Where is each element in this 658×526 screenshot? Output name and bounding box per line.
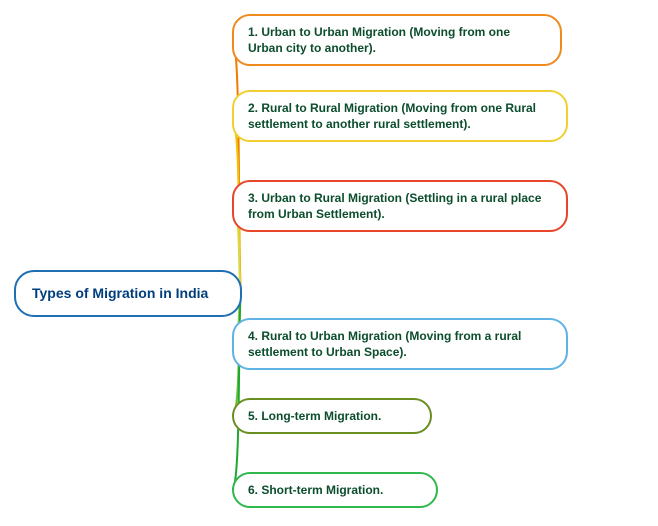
child-node-4: 5. Long-term Migration.	[232, 398, 432, 434]
child-node-2: 2. Rural to Rural Migration (Moving from…	[232, 90, 568, 142]
connector-layer	[0, 0, 658, 526]
root-node: Types of Migration in India	[14, 270, 242, 317]
child-node-6: 6. Short-term Migration.	[232, 472, 438, 508]
child-node-3: 3. Urban to Rural Migration (Settling in…	[232, 180, 568, 232]
diagram-canvas: Types of Migration in India 1. Urban to …	[0, 0, 658, 526]
child-node-5: 4. Rural to Urban Migration (Moving from…	[232, 318, 568, 370]
child-node-1: 1. Urban to Urban Migration (Moving from…	[232, 14, 562, 66]
